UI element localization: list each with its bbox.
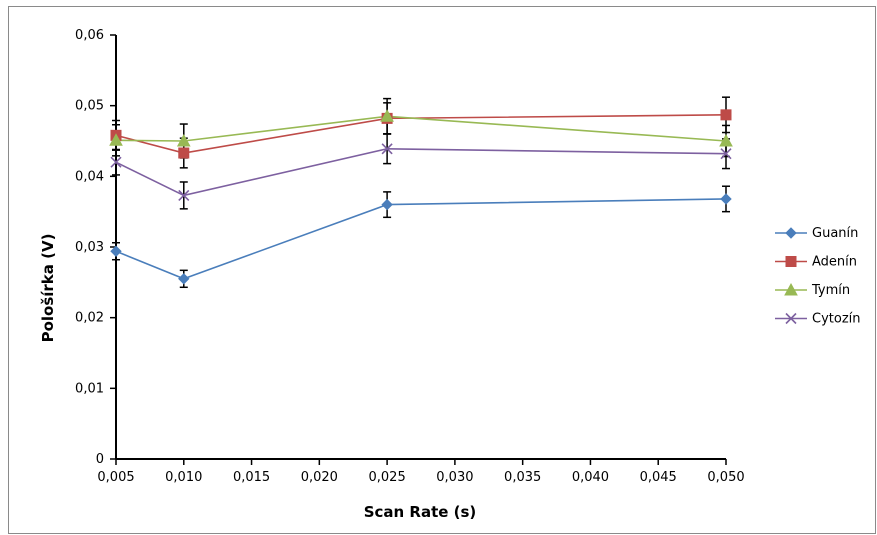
x-marker-stroke [720, 148, 732, 160]
chart-frame [8, 6, 876, 534]
x-tick-label: 0,030 [436, 470, 473, 485]
x-marker [110, 156, 122, 168]
square-marker [720, 109, 732, 121]
series-lines [115, 114, 727, 280]
x-tick-label: 0,045 [640, 470, 677, 485]
x-marker-stroke [785, 312, 797, 325]
legend-entry: Tymín [775, 282, 850, 298]
triangle-marker [109, 133, 123, 146]
y-tick-label: 0,01 [75, 381, 104, 396]
x-tick-label: 0,050 [707, 470, 744, 485]
legend-label: Tymín [811, 283, 850, 298]
x-tick-label: 0,025 [369, 470, 406, 485]
y-tick-label: 0 [96, 452, 104, 467]
x-tick-label: 0,005 [97, 470, 134, 485]
x-marker-stroke [381, 143, 393, 155]
x-axis-title: Scan Rate (s) [364, 503, 477, 521]
triangle-marker [176, 133, 191, 147]
legend-label: Cytozín [812, 312, 861, 327]
x-marker [720, 148, 732, 160]
legend-entry: Guanín [775, 226, 858, 241]
x-tick-label: 0,020 [301, 470, 338, 485]
y-tick-label: 0,04 [75, 169, 104, 184]
legend-label: Guanín [812, 226, 858, 241]
square-marker [785, 256, 797, 267]
diamond-marker [110, 245, 122, 257]
legend-label: Adenín [812, 255, 857, 270]
x-tick-label: 0,035 [504, 470, 541, 485]
legend-entry: Adenín [775, 255, 857, 270]
triangle-marker [719, 133, 733, 147]
x-marker [178, 189, 190, 201]
x-tick-label: 0,040 [572, 470, 609, 485]
x-marker [381, 143, 393, 155]
error-bars [112, 96, 730, 289]
tick-labels: 0 0,01 0,02 0,03 0,04 0,05 0,06 0,005 0,010 0,015… [75, 28, 745, 485]
axes [110, 34, 727, 465]
diamond-marker [785, 227, 797, 239]
x-tick-label: 0,015 [233, 470, 270, 485]
x-marker [785, 312, 797, 325]
series-line [115, 147, 727, 197]
y-tick-label: 0,02 [75, 311, 104, 326]
y-axis-title: Pološírka (V) [39, 234, 57, 343]
x-marker-stroke [110, 156, 122, 168]
triangle-marker [380, 109, 394, 122]
y-tick-label: 0,03 [75, 240, 104, 255]
x-marker-stroke [178, 189, 190, 201]
y-tick-label: 0,06 [75, 28, 104, 43]
y-tick-label: 0,05 [75, 99, 104, 114]
diamond-marker [381, 198, 393, 211]
square-marker [178, 147, 190, 159]
legend-entry: Cytozín [775, 312, 861, 327]
diamond-marker [178, 273, 190, 285]
series-markers [109, 109, 733, 285]
series-line [115, 114, 727, 154]
series-line [115, 198, 727, 280]
diamond-marker [720, 193, 732, 205]
x-tick-label: 0,010 [165, 470, 202, 485]
legend: Guanín Adenín Tymín Cytozín [775, 226, 861, 327]
triangle-marker [784, 282, 798, 296]
series-line [115, 115, 727, 142]
